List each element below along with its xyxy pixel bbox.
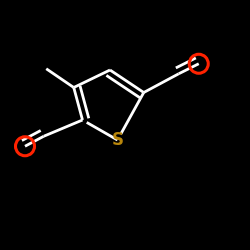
Text: S: S [112, 131, 124, 149]
